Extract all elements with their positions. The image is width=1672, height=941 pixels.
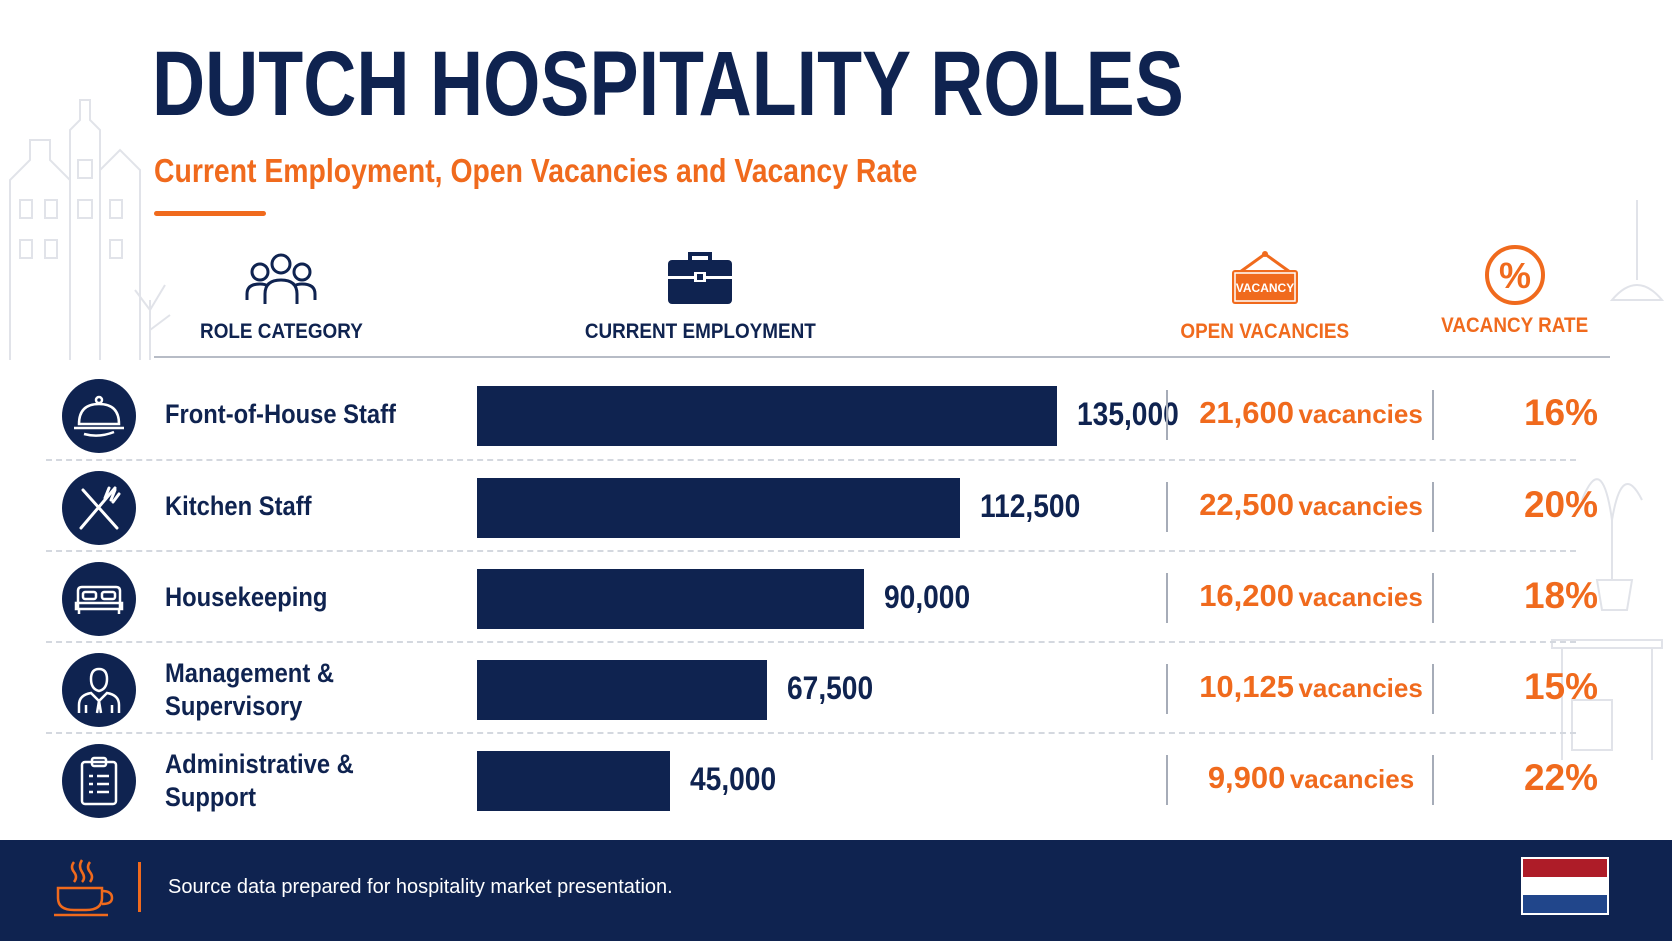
vacancy-sign-text: VACANCY xyxy=(1236,281,1294,295)
column-label-role: ROLE CATEGORY xyxy=(199,320,363,343)
vacancy-unit: vacancies xyxy=(1298,673,1423,703)
percent-glyph: % xyxy=(1499,255,1531,296)
employment-bar xyxy=(477,569,864,629)
role-name: Management & Supervisory xyxy=(165,658,335,721)
people-group-icon xyxy=(245,253,317,304)
column-separator xyxy=(1166,390,1168,440)
role-badge xyxy=(62,379,136,453)
netherlands-flag-icon xyxy=(1521,857,1609,915)
flag-stripe-white xyxy=(1523,876,1607,895)
footer-bar: Source data prepared for hospitality mar… xyxy=(0,840,1672,941)
vacancy-unit: vacancies xyxy=(1298,491,1423,521)
table-row: Kitchen Staff 112,500 22,500 vacancies 2… xyxy=(46,462,1598,554)
source-note: Source data prepared for hospitality mar… xyxy=(168,876,673,898)
vacancy-count: 22,500 xyxy=(1199,487,1295,522)
table-row: Front-of-House Staff 135,000 21,600 vaca… xyxy=(46,370,1598,462)
vacancy-unit: vacancies xyxy=(1289,764,1415,794)
vacancy-cell: 16,200 vacancies xyxy=(1176,578,1446,614)
role-badge xyxy=(62,653,136,727)
vacancy-rate: 20% xyxy=(1523,484,1599,525)
column-label-rate: VACANCY RATE xyxy=(1441,314,1589,337)
column-separator xyxy=(1432,755,1434,805)
vacancy-count: 10,125 xyxy=(1199,669,1295,704)
column-separator xyxy=(1166,755,1168,805)
vacancy-count: 16,200 xyxy=(1199,578,1295,613)
role-name: Kitchen Staff xyxy=(165,491,312,521)
vacancy-unit: vacancies xyxy=(1298,399,1423,429)
vacancy-rate: 22% xyxy=(1523,757,1599,798)
clipboard-icon xyxy=(80,756,118,806)
employment-value: 67,500 xyxy=(787,670,874,706)
column-header-role: ROLE CATEGORY xyxy=(186,250,376,344)
vacancy-sign-icon: VACANCY xyxy=(1232,251,1298,304)
flag-stripe-blue xyxy=(1523,894,1607,913)
cafe-interior-illustration xyxy=(1551,200,1665,760)
fork-knife-icon xyxy=(79,486,121,530)
column-header-rate: % VACANCY RATE xyxy=(1430,245,1600,338)
row-divider xyxy=(46,550,1576,552)
employment-value: 112,500 xyxy=(980,488,1081,524)
employment-bar xyxy=(477,386,1057,446)
vacancy-count: 21,600 xyxy=(1199,395,1295,430)
employment-bar xyxy=(477,751,670,811)
role-badge xyxy=(62,471,136,545)
column-header-vacancies: VACANCY OPEN VACANCIES xyxy=(1160,250,1370,344)
vacancy-cell: 22,500 vacancies xyxy=(1176,487,1446,523)
manager-icon xyxy=(77,667,121,714)
column-separator xyxy=(1166,573,1168,623)
employment-value: 135,000 xyxy=(1077,396,1179,432)
column-label-employment: CURRENT EMPLOYMENT xyxy=(584,320,816,343)
vacancy-cell: 9,900 vacancies xyxy=(1176,760,1446,796)
row-divider xyxy=(46,459,1576,461)
table-row: Administrative & Support 45,000 9,900 va… xyxy=(46,735,1598,827)
page-title: DUTCH HOSPITALITY ROLES xyxy=(152,33,1184,135)
vacancy-count: 9,900 xyxy=(1207,760,1286,795)
canal-houses-illustration xyxy=(9,99,171,360)
page-subtitle: Current Employment, Open Vacancies and V… xyxy=(154,152,918,189)
bed-icon xyxy=(74,585,124,614)
footer-divider xyxy=(138,862,141,912)
vacancy-rate: 15% xyxy=(1523,666,1599,707)
vacancy-rate: 18% xyxy=(1523,575,1599,616)
column-label-vacancies: OPEN VACANCIES xyxy=(1180,320,1350,343)
row-divider xyxy=(46,641,1576,643)
employment-value: 45,000 xyxy=(690,761,777,797)
role-name: Front-of-House Staff xyxy=(165,399,396,429)
briefcase-icon xyxy=(668,252,732,304)
table-row: Housekeeping 90,000 16,200 vacancies 18% xyxy=(46,553,1598,645)
column-header-employment: CURRENT EMPLOYMENT xyxy=(570,250,830,344)
vacancy-unit: vacancies xyxy=(1298,582,1423,612)
column-separator xyxy=(1432,664,1434,714)
column-separator xyxy=(1432,390,1434,440)
cloche-icon xyxy=(74,395,124,437)
percent-icon: % xyxy=(1485,245,1545,305)
role-badge xyxy=(62,562,136,636)
employment-bar xyxy=(477,478,960,538)
vacancy-rate: 16% xyxy=(1523,392,1599,433)
coffee-cup-icon xyxy=(54,859,114,917)
flag-stripe-red xyxy=(1523,859,1607,877)
row-divider xyxy=(46,732,1576,734)
header-divider xyxy=(154,356,1610,358)
role-badge xyxy=(62,744,136,818)
column-separator xyxy=(1432,573,1434,623)
column-separator xyxy=(1166,664,1168,714)
table-row: Management & Supervisory 67,500 10,125 v… xyxy=(46,644,1598,736)
role-name: Administrative & Support xyxy=(165,749,354,812)
employment-value: 90,000 xyxy=(884,579,971,615)
vacancy-cell: 21,600 vacancies xyxy=(1176,395,1446,431)
vacancy-cell: 10,125 vacancies xyxy=(1176,669,1446,705)
subtitle-underline xyxy=(154,211,266,216)
employment-bar xyxy=(477,660,767,720)
column-separator xyxy=(1166,482,1168,532)
role-name: Housekeeping xyxy=(165,582,328,612)
column-separator xyxy=(1432,482,1434,532)
